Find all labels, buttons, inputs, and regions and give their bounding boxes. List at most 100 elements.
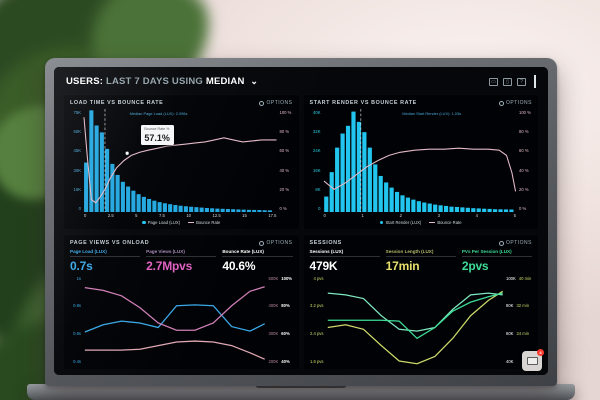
panel-load-time-vs-bounce-rate: LOAD TIME VS BOUNCE RATE OPTIONS 75K 60K… [64,94,299,229]
chevron-down-icon[interactable]: ⌄ [250,76,259,86]
x-tick: 0 [323,213,326,218]
x-tick: 3 [437,213,440,218]
y-tick: 0.6s [73,331,81,337]
line-bounce-rate [84,339,265,360]
y-tick: 1s [76,275,81,281]
x-tick: 15 [242,213,247,218]
plot-sessions [326,275,505,366]
tablet-icon[interactable]: ▯ [503,77,512,86]
y-tick-pair: 500K 100% [269,276,293,281]
y-tick-k: 60K [506,331,514,337]
y2-tick: 20 % [519,186,529,192]
x-tick: 12.5 [212,213,221,218]
panel-header: PAGE VIEWS VS ONLOAD OPTIONS [70,240,293,246]
legend-label: Page Load (LUX) [147,220,181,225]
metric-session-length[interactable]: Session Length (LUX) 17min [385,249,456,273]
bounce-rate-tooltip: Bounce Rate % 57.1% [141,125,174,145]
panel-page-views-vs-onload: PAGE VIEWS VS ONLOAD OPTIONS Page Load (… [64,234,299,369]
metric-label: Session Length (LUX) [385,249,456,257]
panel-title: SESSIONS [309,240,342,246]
help-icon[interactable]: ? [517,77,526,86]
metric-pvs-per-session[interactable]: PVs Per Session (LUX) 2pvs [461,249,533,273]
annotation-point [125,151,129,156]
page-title-range[interactable]: LAST 7 DAYS [105,76,170,87]
options-label: OPTIONS [266,100,293,106]
panel-header: START RENDER VS BOUNCE RATE OPTIONS [310,100,533,106]
metric-label: Page Load (LUX) [70,249,141,257]
x-tick: 2 [399,213,402,218]
page-title-stat[interactable]: MEDIAN [205,76,245,87]
y2-tick: 80 % [519,129,529,135]
gear-icon [498,240,504,246]
median-page-load-label: Median Page Load (LUX): 2.096s [129,111,188,117]
metric-value: 2.7Mpvs [146,258,193,273]
panel-title: PAGE VIEWS VS ONLOAD [70,240,150,246]
y-tick: 40K [313,110,321,115]
metric-label: Sessions (LUX) [309,249,380,257]
legend-swatch-icon [379,220,384,225]
y-tick-k: 100K [506,275,516,281]
y-axis-left: 4 pvs 3.2 pvs 2.4 pvs 1.6 pvs [310,275,326,366]
y-tick: 60K [73,129,81,135]
options-label: OPTIONS [266,240,293,246]
chart-area: 75K 60K 45K 30K 15K 0 [70,109,293,212]
metric-value: 0.7s [70,258,93,273]
line-bounce-rate [323,147,516,192]
y-axis-right: 100K 40 min 80K 32 min 60K 24 min [504,275,532,366]
legend-label: Bounce Rate [437,220,462,225]
y-tick-pair: 100K 40 min [506,276,532,281]
legend-label: Bounce Rate [196,220,221,225]
options-button[interactable]: OPTIONS [259,240,292,246]
plot-load-time: Median Page Load (LUX): 2.096s Bounce Ra… [83,109,278,212]
monitor-icon[interactable]: ▭ [489,77,498,86]
metric-sessions[interactable]: Sessions (LUX) 479K [309,249,380,273]
plot-svg [323,109,516,212]
tooltip-value: 57.1% [144,132,170,143]
line-bounce-rate [83,117,277,204]
metric-page-views[interactable]: Page Views (LUX) 2.7Mpvs [146,249,217,273]
legend-item-page-load[interactable]: Page Load (LUX) [142,220,180,225]
y-axis-left: 1s 0.8s 0.6s 0.4s [70,275,83,366]
x-tick: 5 [513,213,516,218]
legend-swatch-icon [188,221,195,224]
text-cursor [534,75,536,88]
options-button[interactable]: OPTIONS [498,240,532,246]
y-tick-pair: 80K 32 min [506,303,532,308]
legend-item-start-render[interactable]: Start Render (LUX) [379,220,422,225]
metric-value: 2pvs [461,258,489,273]
plot-svg [327,290,503,364]
metric-value: 479K [309,258,338,273]
metric-bounce-rate[interactable]: Bounce Rate (LUX) 40.6% [222,249,293,273]
y-tick-k: 400K [268,303,279,309]
y-tick: 16K [313,167,321,173]
notification-widget[interactable]: 4 [522,349,544,371]
metric-page-load[interactable]: Page Load (LUX) 0.7s [70,249,141,273]
y-tick-k: 500K [268,275,279,281]
legend-item-bounce-rate[interactable]: Bounce Rate [188,220,220,225]
legend-swatch-icon [142,220,146,225]
chart-area: 4 pvs 3.2 pvs 2.4 pvs 1.6 pvs [310,275,533,366]
options-button[interactable]: OPTIONS [259,100,292,106]
legend-label: Start Render (LUX) [385,220,422,225]
gear-icon [259,100,265,106]
metric-label: Bounce Rate (LUX) [222,249,293,257]
y-tick: 75K [73,110,81,115]
metrics-row: Page Load (LUX) 0.7s Page Views (LUX) 2.… [70,249,293,273]
tooltip-label: Bounce Rate % [144,127,170,132]
y-axis-right: 100 % 80 % 60 % 40 % 20 % 0 % [517,109,532,212]
y-tick-k: 40K [506,358,514,364]
legend-item-bounce-rate[interactable]: Bounce Rate [429,220,462,225]
metric-label: PVs Per Session (LUX) [461,249,533,257]
y2-tick: 0 % [519,205,527,211]
y-tick: 0.8s [73,303,81,309]
gear-icon [259,240,265,246]
options-button[interactable]: OPTIONS [498,100,532,106]
y2-tick: 100 % [279,110,292,115]
plot-page-views [83,275,267,366]
y-tick: 24K [313,148,321,154]
y-tick-min: 32 min [516,303,530,309]
panel-sessions: SESSIONS OPTIONS Sessions (LUX) 479K [303,234,538,369]
median-start-render-label: Median Start Render (LUX): 1.03s [402,111,462,117]
chart-legend: Start Render (LUX) Bounce Rate [310,218,533,225]
y-tick: 1.6 pvs [309,358,324,364]
